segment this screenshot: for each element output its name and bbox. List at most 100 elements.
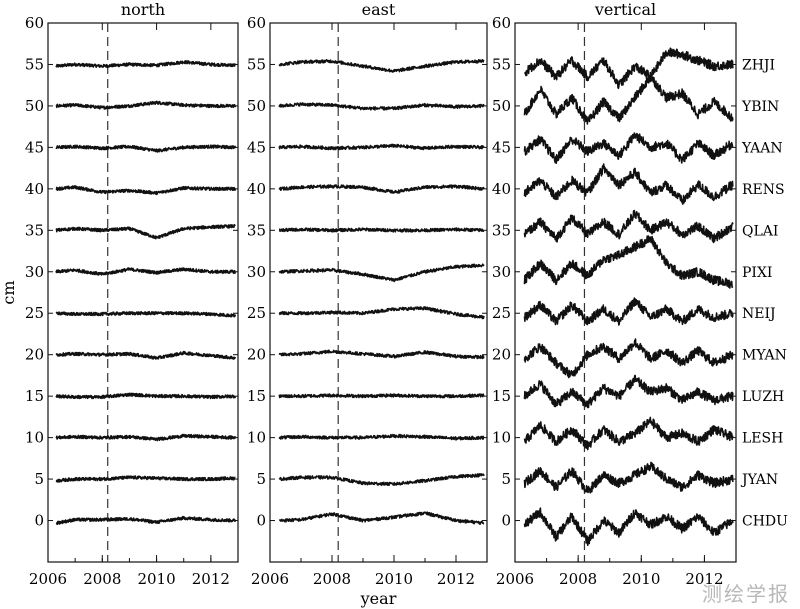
station-label-pixi: PIXI	[742, 265, 772, 281]
series-line-chdu	[278, 511, 485, 525]
panel-vertical: vertical 0 5 10 15 20 25 30 35 40 45 50 55 60 2006 2008…	[492, 0, 788, 588]
y-tick-label: 15	[25, 387, 44, 405]
y-tick-label: 30	[247, 263, 266, 281]
series-line-neij	[278, 306, 485, 320]
y-tick-label: 0	[34, 512, 44, 530]
panel-title: north	[121, 0, 165, 19]
series-line-zhji	[55, 60, 237, 69]
station-label-myan: MYAN	[742, 348, 787, 364]
x-tick-label: 2006	[251, 570, 289, 588]
series-line-zhji	[278, 58, 485, 73]
x-tick-label: 2010	[137, 570, 175, 588]
series-line-luzh	[523, 374, 734, 409]
station-label-yaan: YAAN	[741, 140, 783, 156]
series-line-chdu	[523, 507, 734, 547]
y-tick-label: 35	[25, 221, 44, 239]
series-line-yaan	[523, 132, 734, 164]
series-line-neij	[55, 310, 237, 318]
station-label-jyan: JYAN	[740, 472, 778, 488]
series-line-myan	[55, 350, 237, 360]
x-tick-label: 2008	[559, 570, 597, 588]
series-line-jyan	[55, 475, 236, 483]
y-tick-label: 50	[247, 97, 266, 115]
plot-frame	[269, 22, 488, 563]
x-axis-label: year	[360, 589, 397, 608]
y-tick-label: 15	[247, 387, 266, 405]
x-tick-label: 2008	[83, 570, 121, 588]
station-label-lesh: LESH	[742, 431, 783, 447]
series-line-rens	[55, 185, 237, 196]
plot-frame	[514, 22, 737, 563]
y-tick-label: 5	[256, 470, 266, 488]
panel-east: east 0 5 10 15 20 25 30 35 40 45 50 55 60 2006 2008 2010…	[247, 0, 488, 608]
x-tick-label: 2010	[375, 570, 413, 588]
x-tick-label: 2006	[496, 570, 534, 588]
x-tick-label: 2012	[685, 570, 723, 588]
series-line-pixi	[278, 263, 485, 283]
y-axis-label: cm	[0, 280, 18, 304]
y-tick-label: 10	[25, 429, 44, 447]
station-label-qlai: QLAI	[742, 223, 778, 239]
series-line-yaan	[278, 143, 485, 151]
y-tick-label: 10	[247, 429, 266, 447]
y-tick-label: 35	[247, 221, 266, 239]
y-tick-label: 35	[492, 221, 511, 239]
y-tick-label: 40	[25, 180, 44, 198]
station-label-zhji: ZHJI	[742, 57, 775, 73]
y-tick-label: 25	[25, 304, 44, 322]
x-tick-label: 2008	[313, 570, 351, 588]
y-tick-label: 20	[25, 346, 44, 364]
y-tick-label: 55	[492, 55, 511, 73]
y-tick-label: 55	[25, 55, 44, 73]
panel-title: east	[362, 0, 396, 19]
y-tick-label: 15	[492, 387, 511, 405]
series-line-ybin	[55, 100, 237, 110]
series-line-ybin	[278, 102, 485, 111]
station-label-luzh: LUZH	[742, 389, 784, 405]
series-line-zhji	[524, 47, 734, 90]
x-tick-label: 2012	[192, 570, 230, 588]
y-tick-label: 20	[247, 346, 266, 364]
y-tick-label: 50	[492, 97, 511, 115]
y-tick-label: 60	[247, 14, 266, 32]
series-line-pixi	[523, 235, 734, 289]
series-line-qlai	[278, 227, 485, 233]
y-tick-label: 45	[25, 138, 44, 156]
series-line-luzh	[278, 393, 485, 399]
series-line-qlai	[523, 209, 734, 244]
series-line-myan	[523, 338, 734, 379]
y-tick-label: 20	[492, 346, 511, 364]
y-tick-label: 55	[247, 55, 266, 73]
series-line-myan	[278, 349, 485, 360]
series-line-lesh	[523, 416, 734, 451]
journal-watermark: 测绘学报	[702, 582, 790, 606]
y-tick-label: 10	[492, 429, 511, 447]
x-tick-label: 2012	[437, 570, 475, 588]
y-tick-label: 45	[247, 138, 266, 156]
y-tick-label: 60	[25, 14, 44, 32]
y-tick-label: 0	[256, 512, 266, 530]
y-tick-label: 50	[25, 97, 44, 115]
station-label-rens: RENS	[742, 182, 785, 198]
series-line-ybin	[523, 75, 734, 125]
series-line-chdu	[55, 515, 237, 526]
panel-title: vertical	[594, 0, 656, 19]
y-tick-label: 5	[501, 470, 511, 488]
series-line-yaan	[55, 144, 237, 153]
x-tick-label: 2006	[29, 570, 67, 588]
series-line-rens	[523, 163, 734, 205]
series-line-luzh	[55, 392, 237, 400]
y-tick-label: 25	[247, 304, 266, 322]
y-tick-label: 0	[501, 512, 511, 530]
station-label-chdu: CHDU	[742, 514, 788, 530]
y-tick-label: 30	[25, 263, 44, 281]
y-tick-label: 30	[492, 263, 511, 281]
series-line-qlai	[55, 223, 236, 240]
series-line-neij	[523, 297, 734, 326]
series-line-jyan	[278, 473, 485, 487]
series-line-jyan	[523, 461, 734, 494]
series-line-pixi	[55, 267, 237, 276]
series-line-rens	[278, 184, 485, 194]
plot-frame	[47, 22, 239, 563]
